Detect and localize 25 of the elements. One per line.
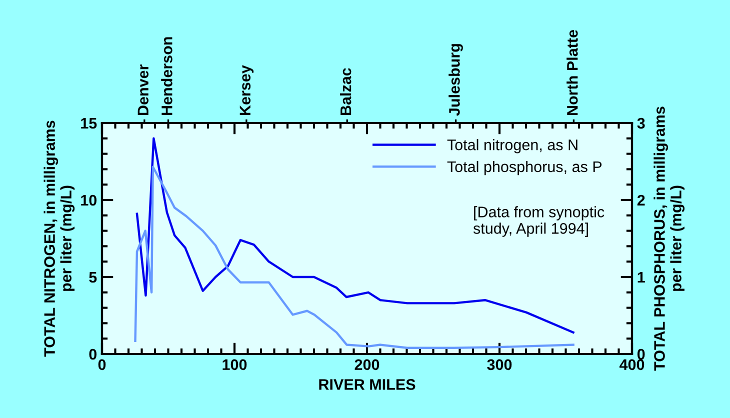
ref-line-label: North Platte [566,30,578,116]
x-tick-label: 200 [354,359,380,370]
y2-tick-label: 1 [638,272,645,283]
x-tick-label: 400 [619,359,644,370]
annotation: [Data from synoptic study, April 1994] [473,206,604,237]
y2-axis-title: TOTAL PHOSPHORUS, in milligrams per liter (mg/L) [654,106,685,371]
y-tick-label: 5 [89,272,97,283]
y-tick-label: 0 [89,348,97,360]
ref-line-label: Kersey [240,65,254,116]
legend-label: Total phosphorus, as P [447,160,602,176]
ref-line-label: Julesburg [448,44,463,116]
ref-line-label: Denver [138,64,148,116]
y-tick-label: 15 [81,118,97,129]
y-axis-title: TOTAL NITROGEN, in milligrams per liter (mg/L) [44,120,75,357]
y2-tick-label: 0 [637,348,645,360]
ref-line-label: Balzac [340,68,352,116]
x-tick-label: 0 [98,359,106,370]
x-tick-label: 100 [222,359,247,370]
legend-label: Total nitrogen, as N [447,139,578,154]
x-tick-label: 300 [487,359,512,370]
x-axis-title: RIVER MILES [319,379,416,390]
ref-line-label: Henderson [161,37,172,116]
y-tick-label: 10 [81,194,97,206]
y2-tick-label: 3 [637,118,645,129]
y2-tick-label: 2 [637,194,645,206]
